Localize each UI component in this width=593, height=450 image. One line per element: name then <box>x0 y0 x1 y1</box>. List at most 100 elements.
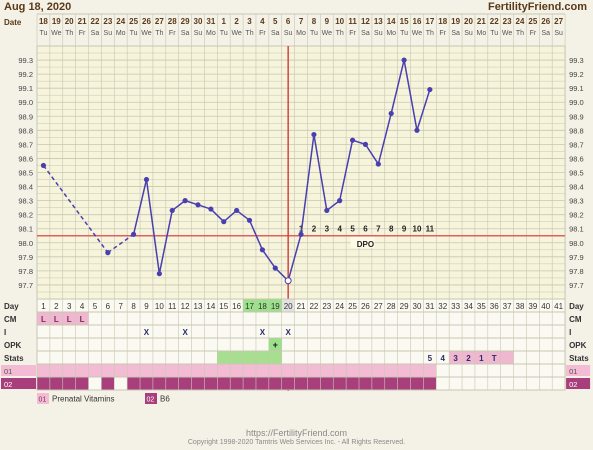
weekday-label: Mo <box>206 30 216 37</box>
date-label: 15 <box>400 17 409 26</box>
date-label: 23 <box>103 17 112 26</box>
day-number: 6 <box>106 302 111 311</box>
med2-cell <box>152 377 166 390</box>
date-label: 22 <box>91 17 100 26</box>
temp-segment <box>261 249 276 269</box>
weekday-label: Mo <box>116 30 126 37</box>
legend-code: 02 <box>147 397 155 404</box>
med2-cell <box>101 377 115 390</box>
weekday-label: Th <box>336 30 344 37</box>
date-label: 25 <box>528 17 537 26</box>
weekday-label: Fr <box>79 30 86 37</box>
weekday-label: Su <box>374 30 383 37</box>
weekday-label: Su <box>464 30 473 37</box>
date-label: 8 <box>312 17 317 26</box>
stats-count-cell <box>487 351 501 364</box>
cm-cell <box>62 312 76 325</box>
date-label: 3 <box>247 17 252 26</box>
weekday-label: Th <box>516 30 524 37</box>
y-tick-label: 98.3 <box>18 197 33 206</box>
temp-point <box>208 206 214 212</box>
temp-segment <box>223 209 238 223</box>
day-number: 32 <box>438 302 447 311</box>
temp-point <box>298 231 304 237</box>
y-tick-label: 98.4 <box>569 183 584 192</box>
temp-segment <box>158 210 173 274</box>
y-tick-label: 99.2 <box>569 70 584 79</box>
row-label: Day <box>569 302 584 311</box>
dpo-label-bg <box>350 236 375 248</box>
temp-segment <box>313 134 328 211</box>
day-number: 10 <box>155 302 164 311</box>
date-label: 21 <box>78 17 87 26</box>
y-tick-label: 99.0 <box>18 98 33 107</box>
date-label: 6 <box>286 17 291 26</box>
temp-point <box>259 247 265 253</box>
y-tick-label: 99.3 <box>569 56 584 65</box>
day-number: 34 <box>464 302 473 311</box>
y-tick-label: 98.5 <box>18 169 33 178</box>
weekday-label: We <box>231 30 241 37</box>
med2-cell <box>359 377 372 390</box>
legend-swatch <box>145 393 157 404</box>
y-tick-label: 99.3 <box>18 56 33 65</box>
footer-url[interactable]: https://FertilityFriend.com <box>245 428 348 438</box>
y-tick-label: 97.7 <box>18 281 33 290</box>
date-label: 2 <box>234 17 239 26</box>
temp-segment <box>132 179 148 235</box>
day-number: 26 <box>361 302 370 311</box>
day-number: 25 <box>348 302 357 311</box>
med2-cell <box>140 377 153 390</box>
date-label: 31 <box>206 17 215 26</box>
fertile-day-cell <box>268 299 282 312</box>
stats-label: 5 <box>428 354 433 363</box>
weekday-label: We <box>141 30 151 37</box>
temp-point <box>195 202 201 208</box>
dpo-number: 10 <box>413 225 422 234</box>
date-label: 1 <box>222 17 227 26</box>
y-tick-label: 99.2 <box>18 70 33 79</box>
row-label: CM <box>4 315 17 324</box>
med2-cell <box>410 377 424 390</box>
temp-segment <box>326 200 341 212</box>
weekday-label: Th <box>426 30 434 37</box>
med2-cell <box>191 377 205 390</box>
temp-point <box>401 57 407 63</box>
weekday-label: Sa <box>451 30 460 37</box>
date-label: 21 <box>477 17 486 26</box>
day-number: 4 <box>80 302 85 311</box>
cm-label: L <box>67 315 72 324</box>
day-number: 3 <box>67 302 72 311</box>
y-tick-label: 98.1 <box>569 225 584 234</box>
row-label: OPK <box>569 341 587 350</box>
date-label: 25 <box>129 17 138 26</box>
temp-point <box>349 137 356 143</box>
y-tick-label: 98.2 <box>18 211 33 220</box>
cm-label: L <box>54 315 59 324</box>
med2-cell <box>243 377 256 390</box>
row-label: 01 <box>4 367 12 376</box>
dpo-number: 11 <box>426 225 435 234</box>
med2-cell <box>320 377 334 390</box>
med2-cell <box>307 377 321 390</box>
y-tick-label: 99.0 <box>569 98 584 107</box>
y-tick-label: 98.4 <box>18 183 33 192</box>
legend-code: 01 <box>39 397 47 404</box>
dpo-number: 6 <box>363 225 368 234</box>
y-tick-label: 97.8 <box>569 267 584 276</box>
temp-point <box>182 198 188 204</box>
date-label: 4 <box>260 17 265 26</box>
date-label: 23 <box>503 17 512 26</box>
weekday-label: We <box>412 30 422 37</box>
y-tick-label: 98.8 <box>569 126 584 135</box>
y-tick-label: 98.8 <box>18 126 33 135</box>
date-label: 13 <box>374 17 383 26</box>
temp-point <box>234 207 240 214</box>
y-tick-label: 99.1 <box>569 84 584 93</box>
weekday-label: Tu <box>39 30 47 37</box>
day-number: 41 <box>554 302 563 311</box>
site-name[interactable]: FertilityFriend.com <box>487 1 587 13</box>
temp-point <box>221 219 227 225</box>
temp-segment <box>210 208 225 223</box>
row-label-bg <box>566 365 591 376</box>
